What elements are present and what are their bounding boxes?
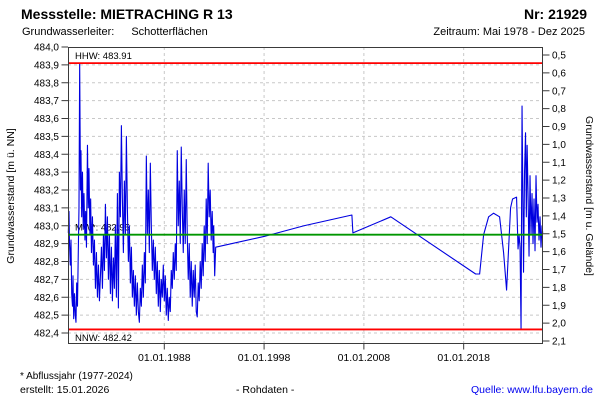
left-axis-tick-label: 482,7 — [34, 275, 59, 286]
left-axis-tick-label: 483,7 — [34, 96, 59, 107]
right-axis-tick-label: 1,3 — [552, 194, 566, 205]
right-axis-tick-label: 1,2 — [552, 176, 566, 187]
aquifer-value: Schotterflächen — [131, 26, 208, 38]
data-series-line — [67, 62, 544, 330]
left-axis-tick-label: 483,9 — [34, 60, 59, 71]
right-axis-tick-label: 0,7 — [552, 86, 566, 97]
right-axis-tick-label: 2,1 — [552, 337, 566, 348]
left-axis-title: Grundwasserstand [m ü. NN] — [5, 128, 17, 263]
station-number: Nr: 21929 — [523, 6, 587, 22]
left-axis-tick-label: 483,8 — [34, 78, 59, 89]
created-date: erstellt: 15.01.2026 — [20, 384, 110, 396]
left-axis-tick-label: 482,6 — [34, 293, 59, 304]
left-axis-tick-label: 483,2 — [34, 186, 59, 197]
x-axis-tick-label: 01.01.2018 — [437, 352, 490, 364]
right-axis-tick-label: 1,9 — [552, 301, 566, 312]
time-range-label: Zeitraum: Mai 1978 - Dez 2025 — [433, 26, 585, 38]
right-axis-tick-label: 1,7 — [552, 265, 566, 276]
left-axis-tick-label: 483,0 — [34, 221, 59, 232]
right-axis-title: Grundwasserstand [m u. Gelände] — [583, 116, 595, 276]
right-axis-tick-label: 1,0 — [552, 140, 566, 151]
x-axis-tick-label: 01.01.2008 — [338, 352, 391, 364]
page-title: Messstelle: MIETRACHING R 13 — [21, 6, 233, 22]
left-axis-tick-label: 482,9 — [34, 239, 59, 250]
reference-line-label-mw: MW*: 482.95 — [75, 223, 130, 234]
left-axis-tick-label: 483,5 — [34, 132, 59, 143]
aquifer-row: Grundwasserleiter: Schotterflächen — [22, 26, 208, 38]
x-axis-tick-label: 01.01.1988 — [138, 352, 191, 364]
reference-line-label-hhw: HHW: 483.91 — [75, 51, 132, 62]
plot-border — [68, 47, 543, 344]
left-axis-tick-label: 482,4 — [34, 329, 59, 340]
left-axis-tick-label: 483,3 — [34, 168, 59, 179]
left-axis-tick-label: 482,8 — [34, 257, 59, 268]
left-axis-tick-label: 482,5 — [34, 311, 59, 322]
source-link[interactable]: Quelle: www.lfu.bayern.de — [471, 384, 593, 396]
right-axis-tick-label: 0,8 — [552, 104, 566, 115]
right-axis-tick-label: 1,8 — [552, 283, 566, 294]
aquifer-label: Grundwasserleiter: — [22, 26, 115, 38]
right-axis-tick-label: 1,4 — [552, 211, 566, 222]
right-axis-tick-label: 1,6 — [552, 247, 566, 258]
footnote-abflussjahr: * Abflussjahr (1977-2024) — [20, 371, 133, 382]
left-axis-tick-label: 483,1 — [34, 203, 59, 214]
left-axis-tick-label: 483,4 — [34, 150, 59, 161]
right-axis-tick-label: 0,6 — [552, 68, 566, 79]
right-axis-tick-label: 1,5 — [552, 229, 566, 240]
x-axis-tick-label: 01.01.1998 — [238, 352, 291, 364]
left-axis-tick-label: 484,0 — [34, 43, 59, 54]
right-axis-tick-label: 1,1 — [552, 158, 566, 169]
series-legend-label: - Rohdaten - — [236, 384, 295, 396]
right-axis-tick-label: 2,0 — [552, 319, 566, 330]
right-axis-tick-label: 0,5 — [552, 51, 566, 62]
right-axis-tick-label: 0,9 — [552, 122, 566, 133]
left-axis-tick-label: 483,6 — [34, 114, 59, 125]
reference-line-label-nnw: NNW: 482.42 — [75, 333, 132, 344]
